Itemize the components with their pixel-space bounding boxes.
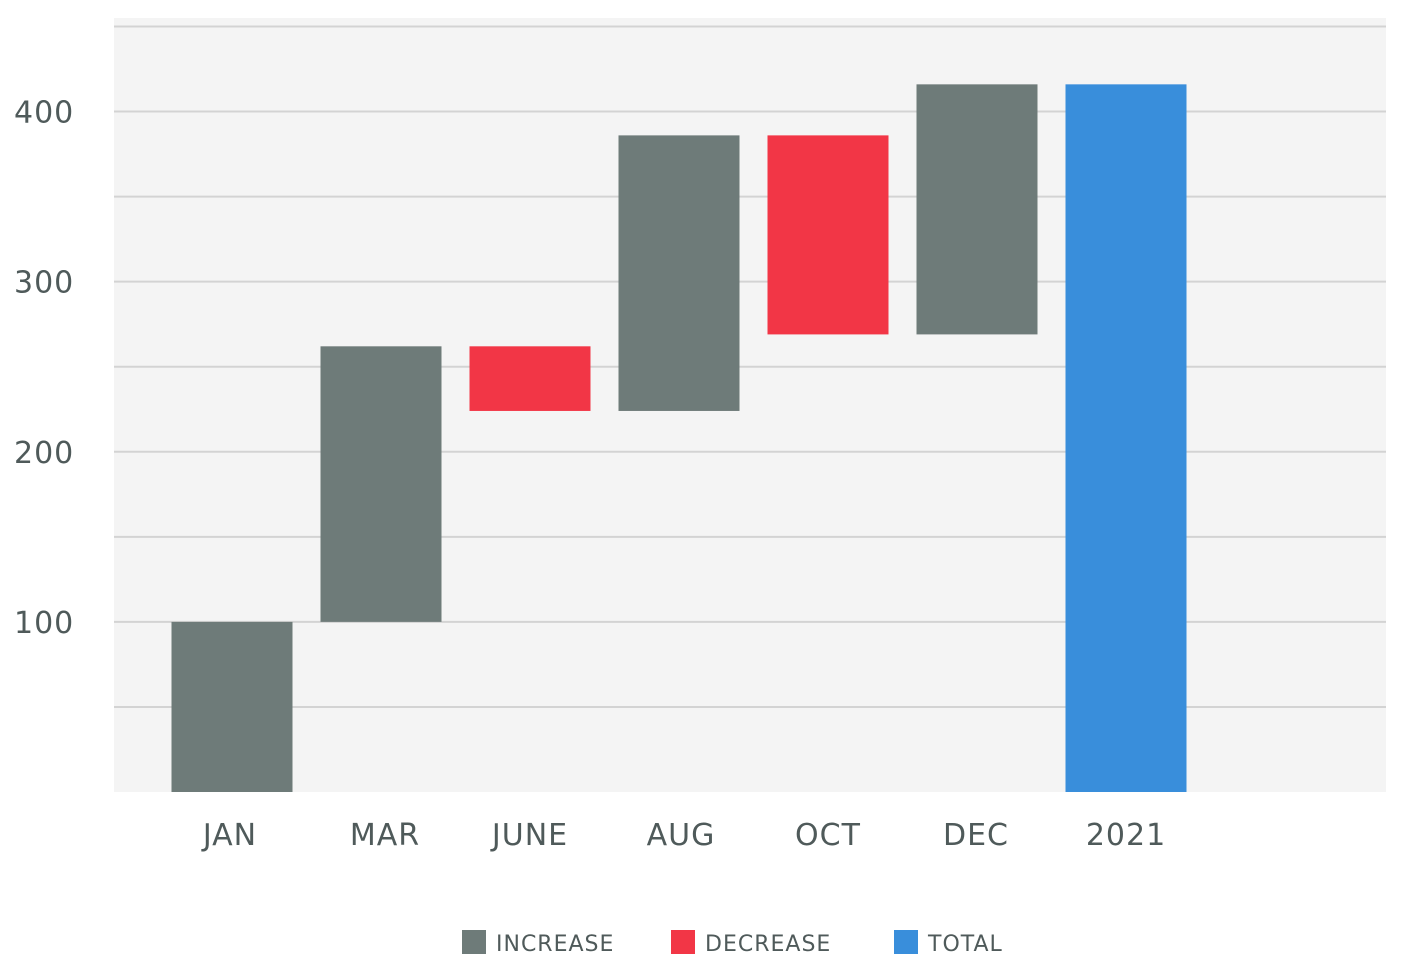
y-tick-label: 400 [14,96,74,131]
bars [171,84,1187,793]
x-tick-label: JUNE [490,818,568,853]
legend-swatch-increase [462,930,486,954]
bar-2021 [1065,84,1187,793]
legend-swatch-total [894,930,918,954]
bar-jan [171,621,293,792]
bar-aug [618,135,740,411]
bar-june [469,346,591,411]
x-tick-label: 2021 [1086,818,1166,853]
x-axis-ticks: JAN MAR JUNE AUG OCT DEC 2021 [201,818,1166,853]
bar-oct [767,135,889,335]
bar-dec [916,84,1038,335]
x-tick-label: JAN [201,818,257,853]
legend: INCREASE DECREASE TOTAL [462,930,1003,957]
y-axis-ticks: 100 200 300 400 [14,96,74,641]
x-tick-label: OCT [795,818,861,853]
y-tick-label: 200 [14,436,74,471]
legend-swatch-decrease [671,930,695,954]
y-tick-label: 300 [14,266,74,301]
x-tick-label: DEC [943,818,1009,853]
x-tick-label: MAR [350,818,420,853]
x-tick-label: AUG [647,818,716,853]
y-tick-label: 100 [14,606,74,641]
legend-label-increase: INCREASE [496,932,614,957]
legend-label-decrease: DECREASE [705,932,831,957]
legend-label-total: TOTAL [927,932,1003,957]
plot-background [114,18,1386,792]
bar-mar [320,346,442,622]
